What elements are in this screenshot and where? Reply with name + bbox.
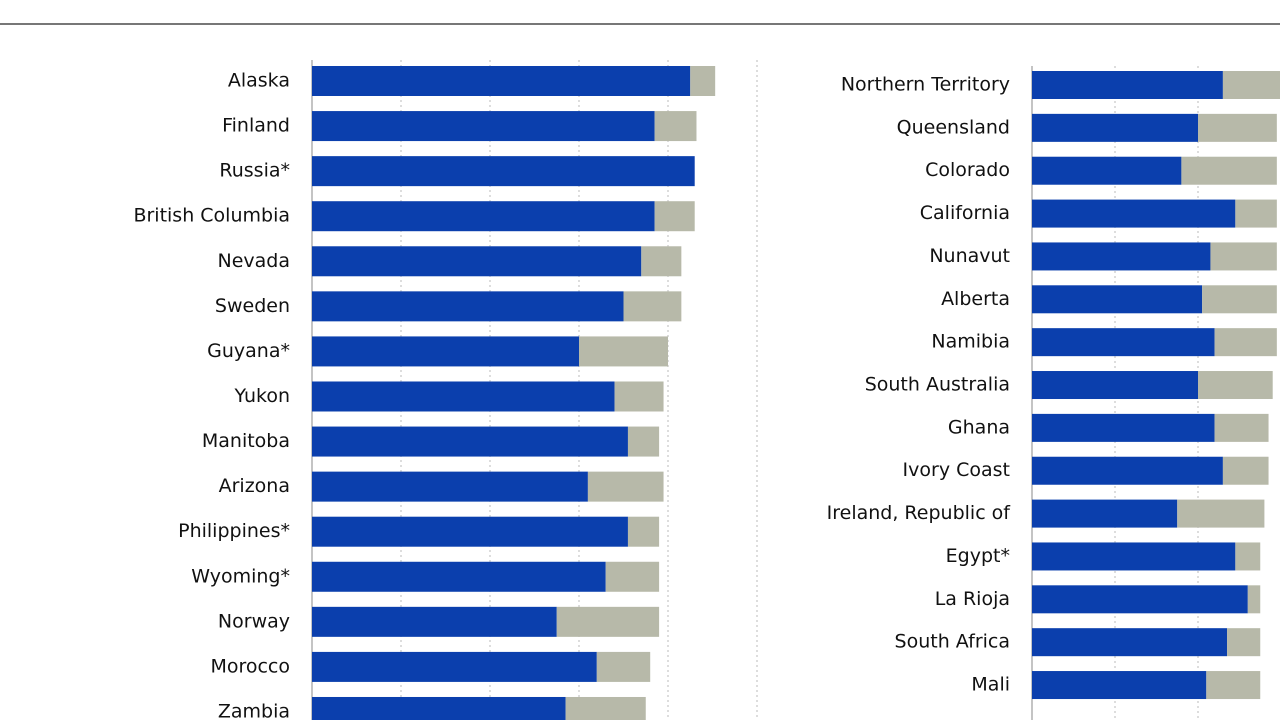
- bar-segment: [1032, 242, 1211, 271]
- bar-segment: [312, 246, 642, 277]
- bar-segment: [1032, 156, 1182, 185]
- bar-segment: [1032, 413, 1215, 442]
- bar-segment: [1032, 199, 1236, 228]
- bar-segment: [312, 291, 624, 322]
- bar-segment: [587, 471, 664, 502]
- bar-segment: [579, 336, 668, 367]
- category-label: Sweden: [215, 295, 290, 317]
- bar-segment: [312, 111, 655, 142]
- category-label: Ghana: [948, 416, 1010, 438]
- bar-segment: [312, 471, 588, 502]
- bar-segment: [1214, 413, 1269, 442]
- bar-segment: [1222, 71, 1280, 99]
- category-label: Egypt*: [946, 545, 1010, 567]
- category-label: Yukon: [234, 385, 290, 407]
- bar-segment: [312, 381, 615, 412]
- bar-segment: [1227, 628, 1261, 657]
- bar-segment: [1235, 542, 1261, 571]
- bar-segment: [1214, 328, 1277, 357]
- bar-segment: [1210, 242, 1277, 271]
- bar-segment: [1032, 542, 1236, 571]
- category-label: Norway: [218, 610, 290, 632]
- bar-segment: [312, 516, 628, 547]
- category-label: Morocco: [210, 655, 290, 677]
- bar-segment: [627, 516, 660, 547]
- bar-segment: [312, 561, 606, 592]
- bar-segment: [1222, 456, 1269, 485]
- bar-segment: [1235, 199, 1277, 228]
- bar-segment: [312, 156, 695, 187]
- bar-segment: [605, 561, 660, 592]
- category-label: Northern Territory: [841, 74, 1010, 96]
- bar-segment: [1032, 499, 1178, 528]
- category-label: South Africa: [895, 631, 1010, 653]
- bar-segment: [312, 696, 566, 720]
- category-label: Colorado: [925, 159, 1010, 181]
- bar-segment: [1032, 285, 1203, 314]
- category-label: Arizona: [219, 475, 290, 497]
- category-label: Zambia: [218, 700, 290, 720]
- category-label: Namibia: [931, 331, 1010, 353]
- category-label: Manitoba: [202, 430, 290, 452]
- bar-segment: [312, 336, 579, 367]
- category-label: Philippines*: [178, 520, 290, 542]
- category-label: Alaska: [228, 70, 290, 92]
- category-label: Nunavut: [929, 245, 1010, 267]
- bar-segment: [623, 291, 682, 322]
- category-label: British Columbia: [133, 205, 290, 227]
- bar-segment: [1032, 456, 1223, 485]
- bar-segment: [1177, 499, 1265, 528]
- bar-segment: [1032, 71, 1223, 99]
- bar-segment: [1247, 585, 1261, 614]
- bar-segment: [654, 111, 697, 142]
- category-label: California: [920, 202, 1010, 224]
- category-label: Alberta: [941, 288, 1010, 310]
- category-label: Finland: [222, 115, 290, 137]
- bar-segment: [690, 66, 716, 96]
- category-label: La Rioja: [935, 588, 1010, 610]
- bar-segment: [1032, 328, 1215, 357]
- category-label: Queensland: [897, 116, 1010, 138]
- bar-segment: [1181, 156, 1277, 185]
- bar-segment: [312, 426, 628, 457]
- bar-segment: [1032, 113, 1198, 142]
- bar-segment: [312, 201, 655, 232]
- bar-segment: [312, 651, 597, 682]
- bar-segment: [1198, 113, 1277, 142]
- category-label: South Australia: [865, 374, 1010, 396]
- bar-segment: [614, 381, 664, 412]
- bar-segment: [654, 201, 695, 232]
- bar-segment: [1032, 628, 1228, 657]
- category-label: Ireland, Republic of: [827, 502, 1012, 524]
- bar-segment: [556, 606, 660, 637]
- bar-segment: [1206, 671, 1261, 700]
- bar-segment: [312, 606, 557, 637]
- bar-segment: [565, 696, 646, 720]
- bar-segment: [1032, 371, 1198, 400]
- category-label: Ivory Coast: [903, 459, 1010, 481]
- category-label: Guyana*: [207, 340, 290, 362]
- bar-segment: [312, 66, 691, 96]
- bar-segment: [596, 651, 651, 682]
- bar-segment: [1032, 585, 1248, 614]
- category-label: Mali: [971, 674, 1010, 696]
- bar-segment: [641, 246, 682, 277]
- bar-segment: [1202, 285, 1277, 314]
- category-label: Nevada: [218, 250, 291, 272]
- bar-segment: [627, 426, 660, 457]
- category-label: Russia*: [219, 160, 290, 182]
- bar-segment: [1032, 671, 1207, 700]
- bar-segment: [1198, 371, 1273, 400]
- category-label: Wyoming*: [191, 565, 290, 587]
